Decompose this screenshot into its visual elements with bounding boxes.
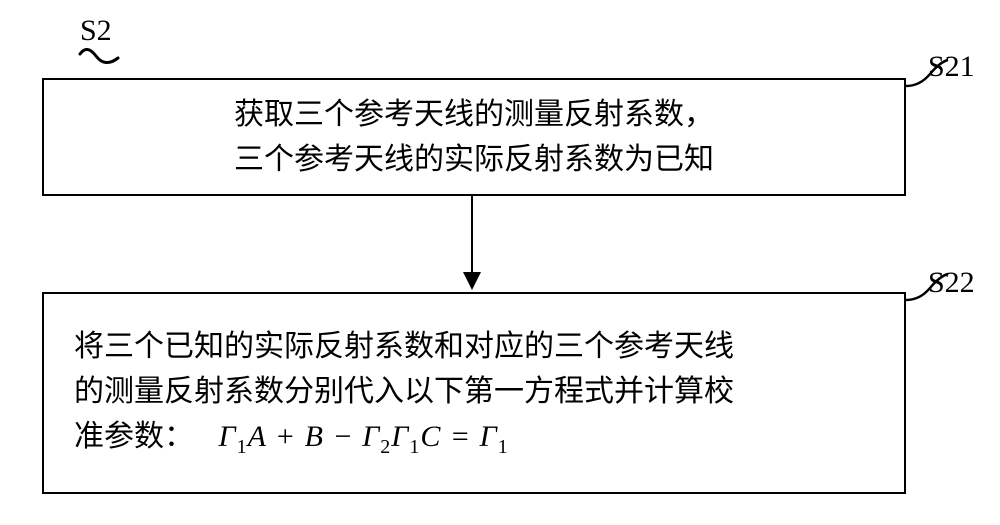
- arrow-shaft: [471, 196, 473, 274]
- step-s21-box: 获取三个参考天线的测量反射系数， 三个参考天线的实际反射系数为已知: [42, 78, 906, 196]
- s22-formula: Γ1A + B − Γ2Γ1C = Γ1: [202, 420, 509, 453]
- s22-line3-prefix: 准参数：: [74, 420, 194, 453]
- s22-line-2: 的测量反射系数分别代入以下第一方程式并计算校: [74, 369, 874, 414]
- s21-tag: S21: [928, 50, 975, 84]
- arrow-head-icon: [463, 272, 481, 290]
- header-squiggle: [78, 48, 120, 66]
- s21-line-1: 获取三个参考天线的测量反射系数，: [234, 92, 714, 137]
- s22-line-3: 准参数： Γ1A + B − Γ2Γ1C = Γ1: [74, 414, 874, 462]
- s21-line-2: 三个参考天线的实际反射系数为已知: [234, 137, 714, 182]
- s22-line-1: 将三个已知的实际反射系数和对应的三个参考天线: [74, 324, 874, 369]
- s22-tag: S22: [928, 266, 975, 300]
- header-label: S2: [80, 14, 112, 48]
- step-s22-box: 将三个已知的实际反射系数和对应的三个参考天线 的测量反射系数分别代入以下第一方程…: [42, 292, 906, 494]
- diagram-canvas: S2 获取三个参考天线的测量反射系数， 三个参考天线的实际反射系数为已知 S21…: [0, 0, 1000, 525]
